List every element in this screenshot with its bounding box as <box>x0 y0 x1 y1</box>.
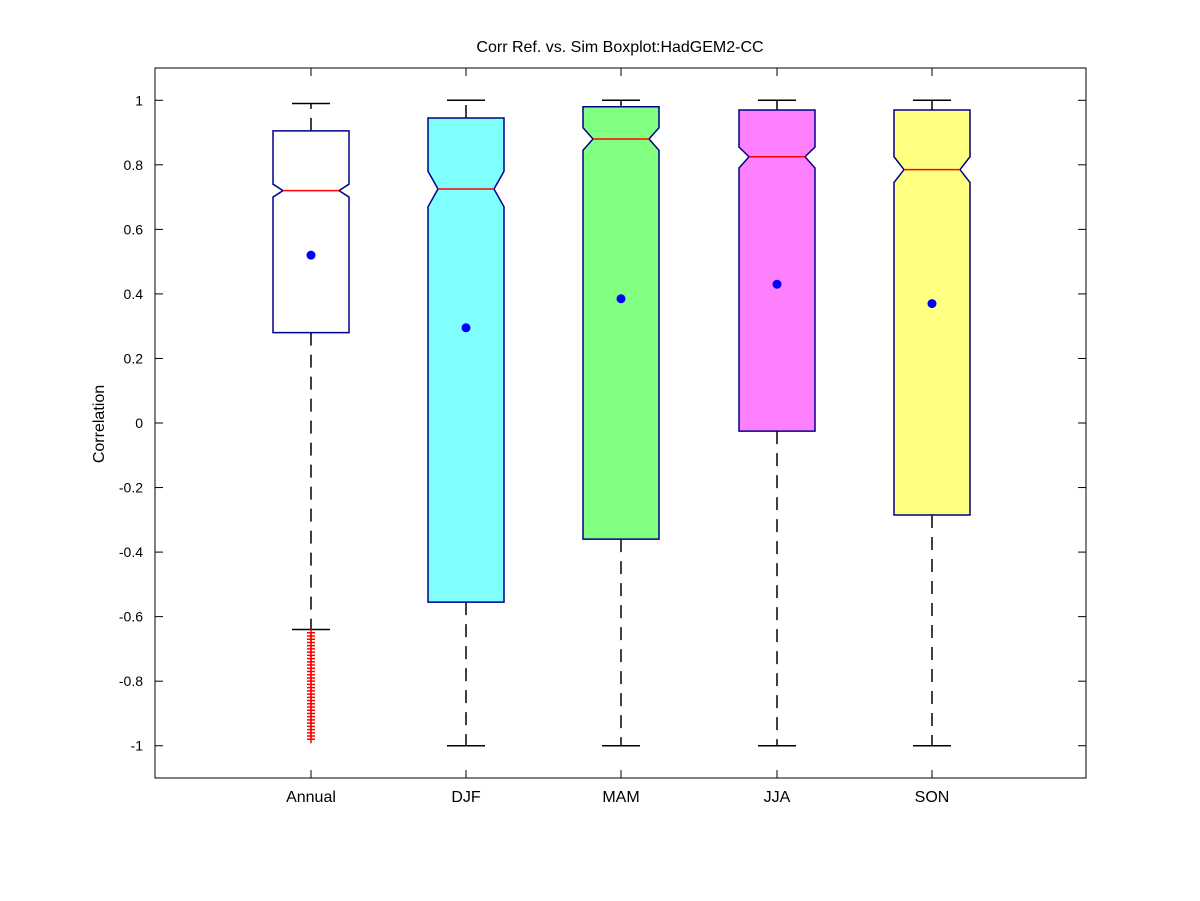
y-tick-label: 0.4 <box>124 286 144 302</box>
y-tick-label: 0 <box>135 415 143 431</box>
x-axis: Annual DJF MAM JJA SON <box>286 68 949 806</box>
mean-marker <box>616 294 626 304</box>
y-tick-label: 0.6 <box>124 221 144 237</box>
plot-area <box>272 99 971 747</box>
x-tick-label: SON <box>915 789 950 806</box>
mean-marker <box>461 323 471 333</box>
box-body <box>582 105 660 540</box>
outlier-marker <box>307 735 315 744</box>
box-body <box>738 109 816 432</box>
x-tick-label: JJA <box>764 789 791 806</box>
box-djf <box>427 99 505 747</box>
box-body <box>272 130 350 334</box>
box-body <box>893 109 971 516</box>
y-tick-label: 0.2 <box>124 350 144 366</box>
x-tick-label: Annual <box>286 789 336 806</box>
y-tick-label: -0.4 <box>119 544 143 560</box>
y-tick-label: 1 <box>135 92 143 108</box>
mean-marker <box>772 279 782 289</box>
x-tick-label: DJF <box>451 789 481 806</box>
mean-marker <box>306 250 316 260</box>
y-axis-label: Correlation <box>91 385 108 463</box>
mean-marker <box>927 299 937 309</box>
y-tick-label: -0.2 <box>119 480 143 496</box>
box-son <box>893 99 971 747</box>
chart-title: Corr Ref. vs. Sim Boxplot:HadGEM2-CC <box>476 39 763 56</box>
y-tick-label: 0.8 <box>124 157 144 173</box>
box-annual <box>272 102 350 744</box>
y-tick-label: -1 <box>131 738 144 754</box>
box-jja <box>738 99 816 747</box>
x-tick-label: MAM <box>602 789 639 806</box>
y-tick-label: -0.6 <box>119 609 143 625</box>
box-body <box>427 117 505 603</box>
box-mam <box>582 99 660 747</box>
y-axis: 1 0.8 0.6 0.4 0.2 0 -0.2 -0.4 -0.6 -0.8 -1 <box>119 92 1086 754</box>
y-tick-label: -0.8 <box>119 673 143 689</box>
